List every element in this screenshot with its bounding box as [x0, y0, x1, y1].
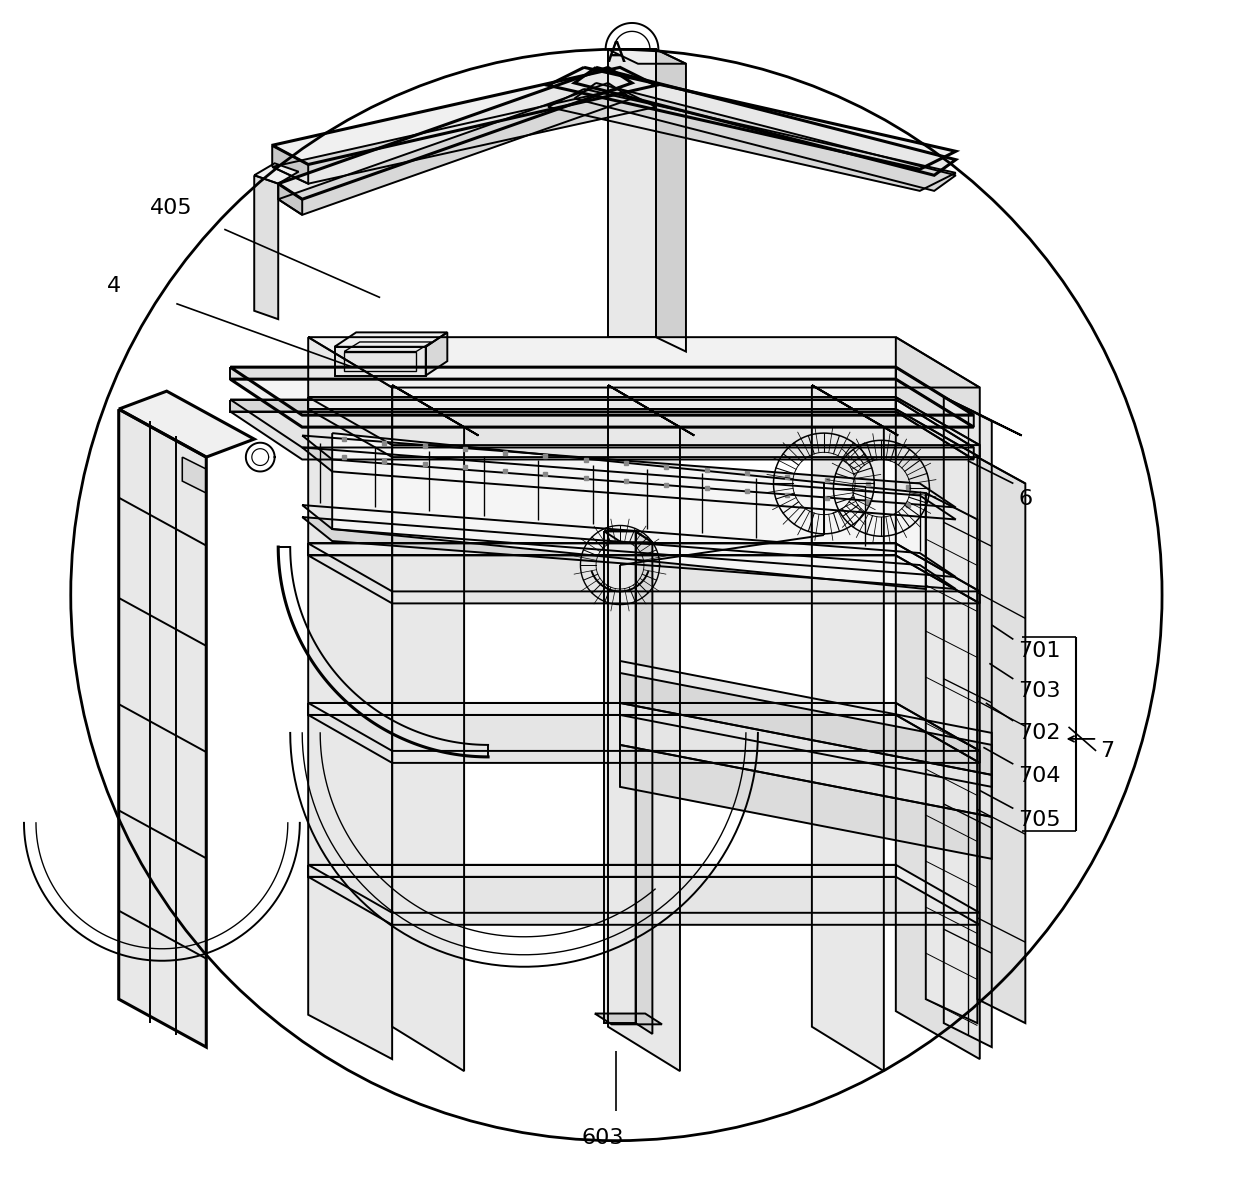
Polygon shape — [278, 83, 632, 215]
Polygon shape — [119, 409, 206, 1047]
Text: 703: 703 — [1018, 682, 1060, 701]
Polygon shape — [548, 89, 956, 191]
Polygon shape — [335, 346, 425, 375]
Polygon shape — [273, 89, 656, 184]
Polygon shape — [309, 864, 980, 912]
Polygon shape — [926, 493, 977, 1023]
Text: 702: 702 — [1018, 722, 1060, 743]
Polygon shape — [895, 399, 973, 459]
Polygon shape — [231, 367, 895, 379]
Polygon shape — [620, 673, 992, 787]
Polygon shape — [119, 391, 254, 457]
Polygon shape — [604, 531, 652, 542]
Polygon shape — [620, 661, 992, 775]
Polygon shape — [812, 385, 898, 435]
Polygon shape — [548, 67, 956, 169]
Polygon shape — [309, 715, 980, 763]
Polygon shape — [309, 338, 392, 1059]
Text: 7: 7 — [1100, 740, 1114, 761]
Polygon shape — [273, 145, 309, 184]
Polygon shape — [303, 435, 956, 507]
Polygon shape — [812, 385, 884, 1071]
Polygon shape — [231, 399, 895, 411]
Polygon shape — [425, 333, 448, 375]
Polygon shape — [303, 505, 956, 577]
Polygon shape — [254, 163, 299, 184]
Polygon shape — [574, 67, 956, 175]
Polygon shape — [309, 543, 980, 591]
Polygon shape — [182, 457, 206, 493]
Polygon shape — [608, 49, 686, 64]
Polygon shape — [309, 876, 980, 924]
Text: A: A — [606, 40, 626, 67]
Polygon shape — [392, 385, 479, 435]
Polygon shape — [944, 397, 1022, 435]
Polygon shape — [574, 83, 956, 191]
Polygon shape — [977, 457, 1025, 1023]
Polygon shape — [332, 433, 926, 589]
Polygon shape — [273, 67, 656, 165]
Polygon shape — [620, 745, 992, 859]
Polygon shape — [595, 1013, 662, 1024]
Polygon shape — [309, 703, 980, 751]
Polygon shape — [608, 49, 656, 338]
Text: 704: 704 — [1018, 766, 1060, 786]
Polygon shape — [392, 385, 464, 1071]
Polygon shape — [231, 399, 973, 447]
Polygon shape — [604, 531, 636, 1023]
Polygon shape — [895, 338, 980, 1059]
Text: 4: 4 — [107, 275, 120, 296]
Polygon shape — [620, 703, 992, 817]
Polygon shape — [656, 49, 686, 351]
Polygon shape — [335, 333, 448, 346]
Polygon shape — [303, 517, 956, 589]
Text: 603: 603 — [582, 1129, 624, 1148]
Polygon shape — [278, 184, 303, 215]
Polygon shape — [895, 367, 973, 427]
Polygon shape — [309, 409, 980, 457]
Polygon shape — [231, 379, 973, 427]
Polygon shape — [231, 367, 973, 415]
Text: 705: 705 — [1018, 810, 1060, 831]
Polygon shape — [944, 397, 992, 1047]
Polygon shape — [309, 397, 980, 445]
Text: 6: 6 — [1018, 489, 1032, 510]
Polygon shape — [231, 411, 973, 459]
Polygon shape — [254, 175, 278, 320]
Polygon shape — [608, 385, 694, 435]
Polygon shape — [309, 338, 980, 387]
Polygon shape — [608, 385, 680, 1071]
Polygon shape — [303, 447, 956, 519]
Polygon shape — [636, 531, 652, 1034]
Text: 701: 701 — [1018, 642, 1060, 661]
Polygon shape — [309, 555, 980, 603]
Text: 405: 405 — [150, 197, 192, 218]
Polygon shape — [278, 67, 632, 200]
